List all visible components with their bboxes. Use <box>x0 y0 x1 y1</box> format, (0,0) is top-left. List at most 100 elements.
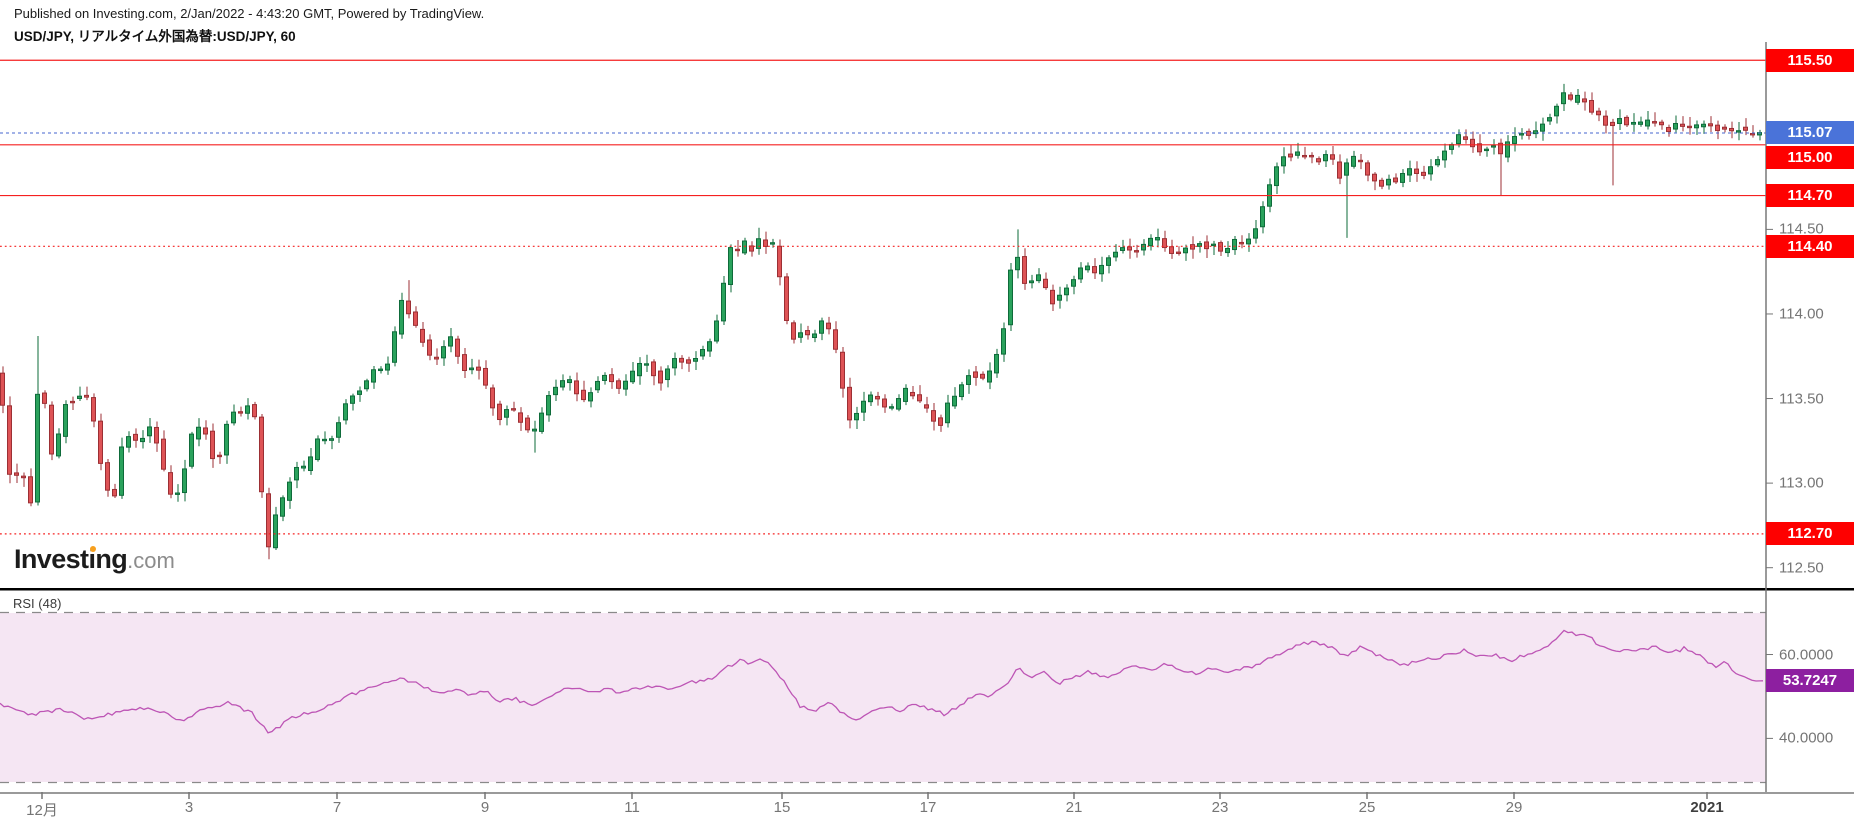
candle-body <box>84 394 89 398</box>
candle-body <box>1631 121 1636 125</box>
candle-body <box>1316 158 1321 163</box>
candle-body <box>1372 173 1377 182</box>
candle-body <box>14 472 19 476</box>
candle-body <box>1169 246 1174 254</box>
candle-body <box>518 412 523 423</box>
candle-body <box>168 472 173 495</box>
candle-body <box>1540 123 1545 132</box>
candle-body <box>147 426 152 437</box>
candle-body <box>1365 162 1370 176</box>
rsi-panel-background <box>0 613 1766 782</box>
candle-body <box>588 392 593 402</box>
candle-body <box>987 370 992 383</box>
candle-body <box>1232 238 1237 251</box>
candle-body <box>70 400 75 404</box>
candle-body <box>574 380 579 395</box>
candle-body <box>105 462 110 491</box>
candle-body <box>707 341 712 352</box>
candle-body <box>714 320 719 342</box>
candle-body <box>861 400 866 413</box>
candle-body <box>273 514 278 549</box>
rsi-indicator-label: RSI (48) <box>13 596 62 611</box>
candle-body <box>238 411 243 414</box>
candle-body <box>966 375 971 385</box>
candle-body <box>560 380 565 388</box>
candle-body <box>609 374 614 383</box>
candle-body <box>1568 94 1573 100</box>
candle-body <box>1687 125 1692 129</box>
candle-body <box>1666 126 1671 133</box>
candle-body <box>1141 243 1146 251</box>
candle-body <box>252 404 257 418</box>
candle-body <box>1393 177 1398 183</box>
candle-body <box>399 299 404 335</box>
candle-body <box>308 456 313 472</box>
candle-body <box>1589 99 1594 113</box>
candle-body <box>756 238 761 249</box>
candle-body <box>1428 166 1433 175</box>
candle-body <box>1113 251 1118 258</box>
candle-body <box>1533 130 1538 135</box>
candle-body <box>819 320 824 334</box>
candle-body <box>126 436 131 448</box>
candle-body <box>1176 251 1181 254</box>
candle-body <box>1456 134 1461 145</box>
candle-body <box>1162 238 1167 249</box>
candle-body <box>1582 98 1587 103</box>
candle-body <box>1645 119 1650 127</box>
candle-body <box>812 333 817 339</box>
candle-body <box>567 379 572 384</box>
time-axis-line[interactable] <box>0 792 1854 794</box>
candle-body <box>189 433 194 467</box>
candle-body <box>224 423 229 456</box>
candle-body <box>1281 156 1286 167</box>
candle-body <box>1204 241 1209 250</box>
candle-body <box>1022 256 1027 284</box>
candle-body <box>644 363 649 366</box>
candle-body <box>287 481 292 501</box>
candle-body <box>1295 151 1300 156</box>
candle-body <box>700 349 705 357</box>
candle-body <box>665 368 670 381</box>
candle-body <box>336 422 341 438</box>
candle-body <box>1127 246 1132 251</box>
candle-body <box>154 426 159 444</box>
candle-body <box>1554 105 1559 117</box>
candle-body <box>973 371 978 378</box>
candle-body <box>378 368 383 372</box>
candle-body <box>1505 141 1510 158</box>
candle-body <box>532 428 537 432</box>
candle-body <box>1617 118 1622 125</box>
candle-body <box>1071 279 1076 287</box>
candle-body <box>1701 123 1706 128</box>
candle-body <box>686 359 691 364</box>
candle-body <box>994 353 999 374</box>
candle-body <box>826 322 831 330</box>
candle-body <box>1708 123 1713 127</box>
candle-body <box>1477 143 1482 153</box>
candle-body <box>539 412 544 432</box>
candle-body <box>1239 241 1244 245</box>
candle-body <box>525 417 530 431</box>
candle-body <box>462 354 467 371</box>
candle-body <box>490 387 495 409</box>
candle-body <box>1498 142 1503 155</box>
candle-body <box>924 404 929 409</box>
candle-body <box>1015 256 1020 271</box>
candle-body <box>203 427 208 435</box>
candle-body <box>651 361 656 377</box>
candle-body <box>350 395 355 404</box>
candle-body <box>1519 133 1524 136</box>
candle-body <box>161 438 166 470</box>
candle-body <box>952 395 957 407</box>
candle-body <box>427 339 432 356</box>
candle-body <box>1694 124 1699 129</box>
candle-body <box>1330 154 1335 160</box>
candle-body <box>0 372 5 406</box>
candle-body <box>245 405 250 414</box>
candle-body <box>1001 328 1006 355</box>
candle-body <box>217 454 222 458</box>
rsi-line <box>0 629 1764 734</box>
candle-body <box>1379 179 1384 187</box>
